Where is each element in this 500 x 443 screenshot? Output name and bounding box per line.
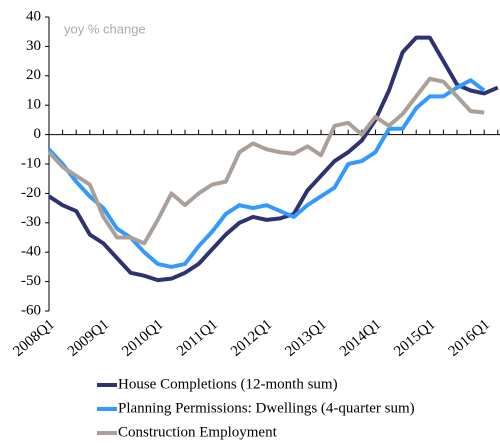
- y-tick-label: -50: [21, 273, 41, 289]
- series-line: [47, 35, 499, 283]
- y-tick-label: -10: [21, 155, 41, 171]
- x-tick-label: 2015Q1: [391, 316, 438, 359]
- x-tick-label: 2009Q1: [65, 316, 112, 359]
- x-tick-label: 2008Q1: [10, 316, 57, 359]
- y-tick-label: -30: [21, 214, 41, 230]
- y-tick-label: 20: [26, 67, 41, 83]
- y-tick-label: -20: [21, 185, 41, 201]
- x-tick-label: 2012Q1: [228, 316, 275, 359]
- y-tick-label: -60: [21, 302, 41, 318]
- legend-label: House Completions (12-month sum): [118, 376, 338, 392]
- annotation: yoy % change: [64, 21, 146, 36]
- y-tick-label: 40: [26, 8, 41, 24]
- y-tick-label: 10: [26, 97, 41, 113]
- x-tick-label: 2011Q1: [174, 316, 221, 359]
- legend-label: Planning Permissions: Dwellings (4-quart…: [118, 400, 415, 416]
- x-tick-label: 2016Q1: [446, 316, 493, 359]
- series-line: [47, 76, 485, 246]
- y-tick-label: -40: [21, 244, 41, 260]
- x-tick-label: 2014Q1: [337, 316, 384, 359]
- x-tick-label: 2013Q1: [282, 316, 329, 359]
- y-tick-label: 30: [26, 38, 41, 54]
- legend-label: Construction Employment: [118, 424, 278, 440]
- x-tick-label: 2010Q1: [119, 316, 166, 359]
- series-line: [47, 78, 486, 269]
- y-tick-label: 0: [34, 126, 42, 142]
